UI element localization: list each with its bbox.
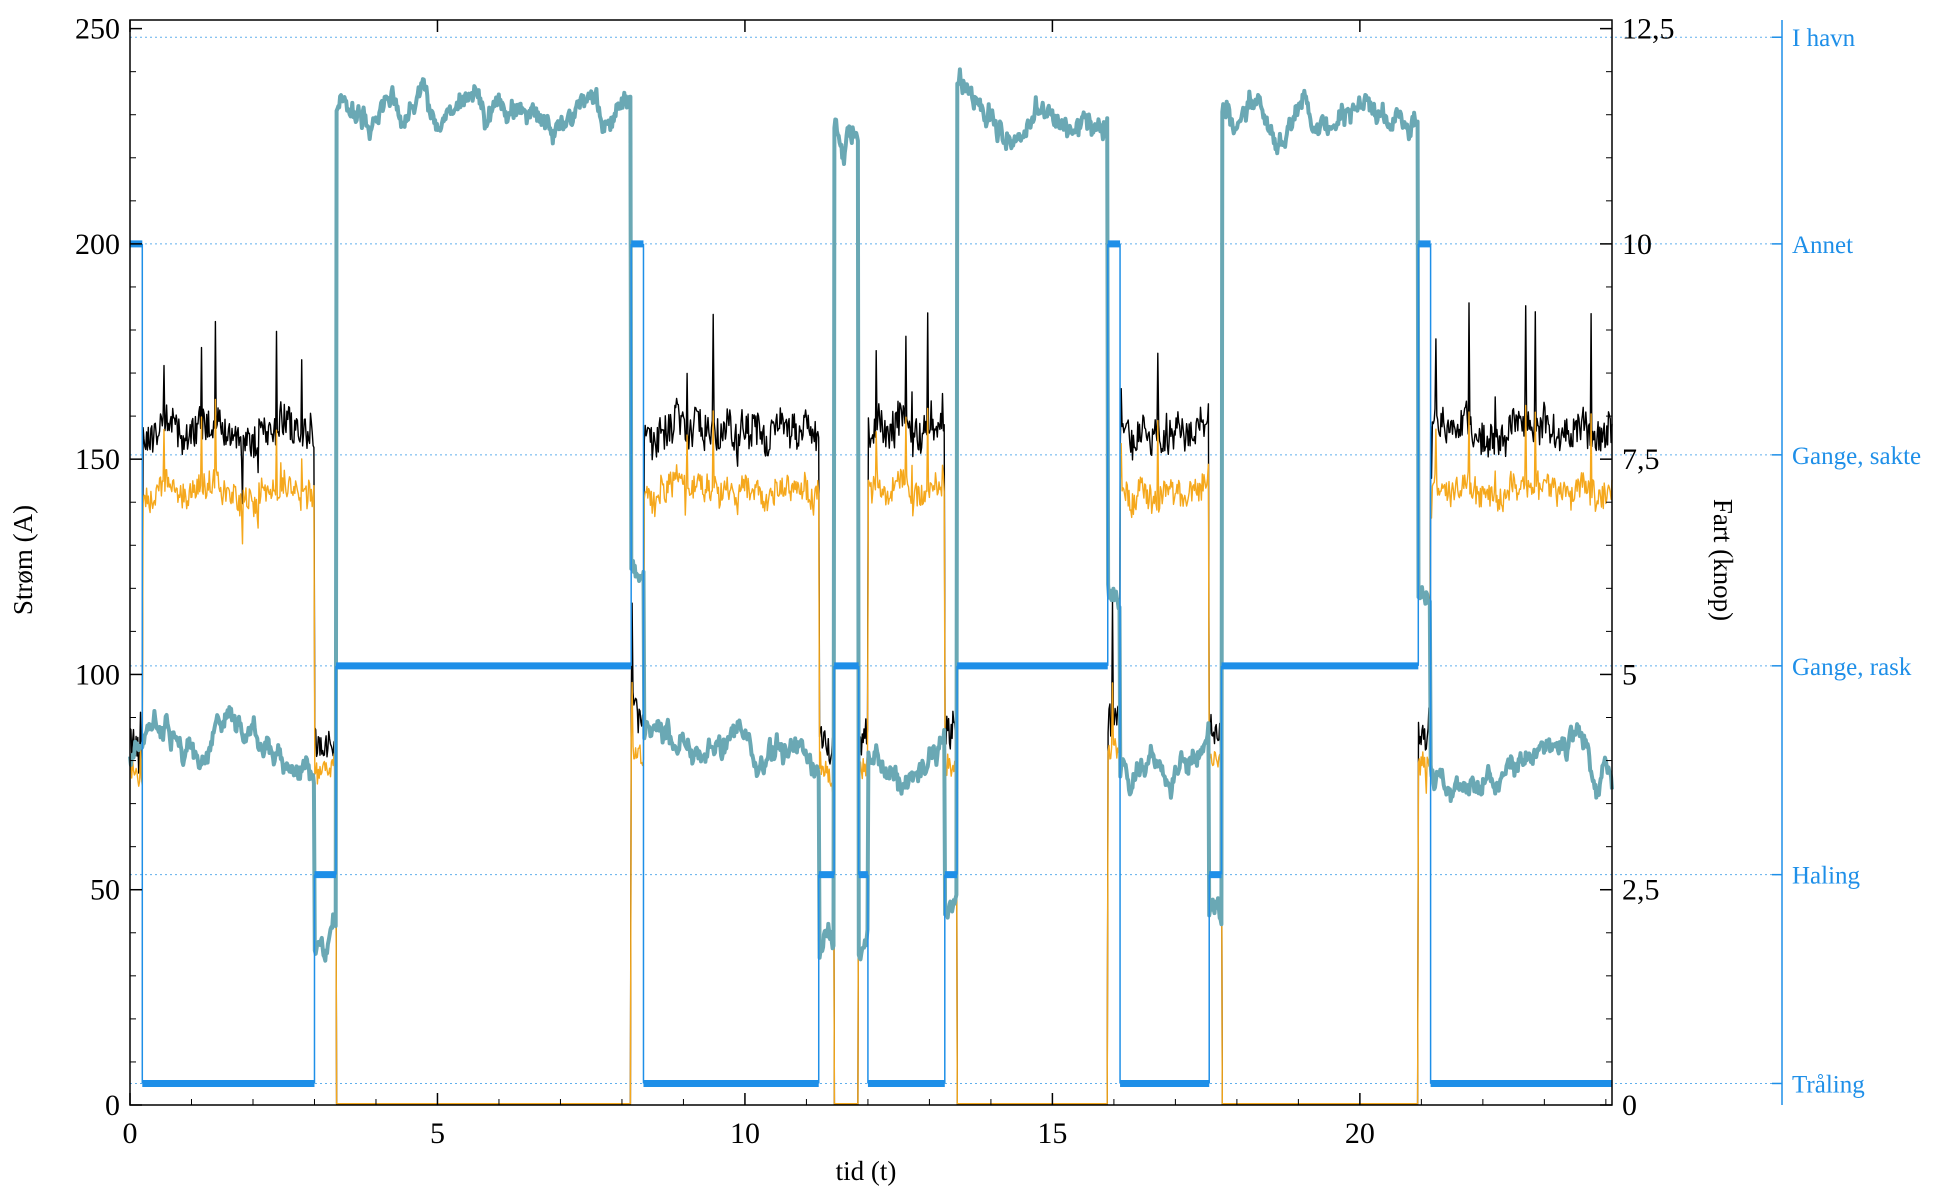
series-line-black_current xyxy=(129,302,1613,1105)
y-right-tick-label: 2,5 xyxy=(1622,874,1660,907)
plot-frame xyxy=(129,19,1613,1106)
y-left-axis-title: Strøm (A) xyxy=(8,505,38,615)
x-axis-ticks: 0 5 10 15 20 xyxy=(123,20,1607,1150)
status-label: Tråling xyxy=(1792,1071,1865,1098)
series-line-speed_knots xyxy=(128,67,1614,963)
y-right-tick-label: 0 xyxy=(1622,1089,1637,1122)
x-tick-label: 10 xyxy=(730,1117,760,1150)
x-tick-label: 0 xyxy=(123,1117,138,1150)
y-left-tick-label: 250 xyxy=(75,13,120,46)
y-left-tick-label: 200 xyxy=(75,228,120,261)
status-label: Gange, rask xyxy=(1792,654,1912,681)
y-left-tick-label: 50 xyxy=(90,874,120,907)
x-tick-label: 20 xyxy=(1345,1117,1375,1150)
status-label: Haling xyxy=(1792,863,1861,890)
status-label: Annet xyxy=(1792,232,1853,259)
y-right-axis-ticks: 0 2,5 5 7,5 10 12,5 xyxy=(1600,13,1675,1122)
status-axis-ticks: Tråling Haling Gange, rask Gange, sakte Anne… xyxy=(1772,25,1921,1098)
y-right-axis-title: Fart (knop) xyxy=(1708,499,1738,621)
y-left-tick-label: 150 xyxy=(75,443,120,476)
x-axis-title: tid (t) xyxy=(836,1156,897,1186)
x-tick-label: 15 xyxy=(1037,1117,1067,1150)
series-line-orange_current xyxy=(129,398,1613,1105)
y-right-tick-label: 12,5 xyxy=(1622,13,1675,46)
status-layer xyxy=(130,240,1612,1087)
status-label: Gange, sakte xyxy=(1792,443,1921,470)
y-left-axis-ticks: 0 50 100 150 200 250 xyxy=(75,13,142,1122)
status-label: I havn xyxy=(1792,25,1856,52)
y-right-tick-label: 10 xyxy=(1622,228,1652,261)
y-left-tick-label: 0 xyxy=(105,1089,120,1122)
series-layer xyxy=(128,67,1614,1105)
x-tick-label: 5 xyxy=(430,1117,445,1150)
y-right-tick-label: 5 xyxy=(1622,658,1637,691)
y-right-tick-label: 7,5 xyxy=(1622,443,1660,476)
y-left-tick-label: 100 xyxy=(75,658,120,691)
